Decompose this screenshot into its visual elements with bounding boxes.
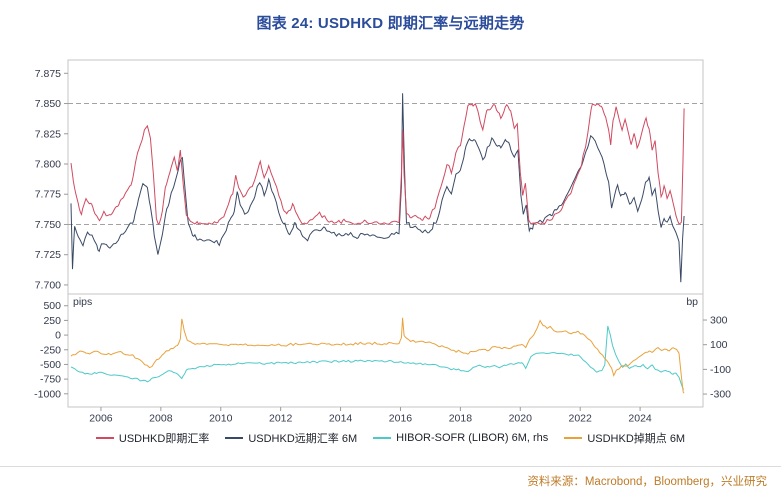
legend-item-swap-points: USDHKD掉期点 6M: [564, 430, 685, 446]
y-axis-tick-label: 300: [710, 315, 728, 327]
series-line-usdhkd-spot: [70, 103, 685, 226]
legend-line-icon: [225, 437, 244, 439]
chart-legend: USDHKD即期汇率 USDHKD远期汇率 6M HIBOR-SOFR (LIB…: [0, 430, 781, 446]
y-axis-tick-label: -100: [710, 364, 731, 376]
chart-canvas: 7.875 7.850 7.825 7.800 7.775 7.750 7.725 7.700…: [34, 59, 731, 425]
axis-unit-pips-label: pips: [73, 296, 92, 308]
y-axis-tick-label: -300: [710, 389, 731, 401]
y-axis-tick-label: -500: [40, 359, 61, 371]
y-axis-tick-label: 250: [43, 315, 61, 327]
legend-item-hibor-sofr-spread: HIBOR-SOFR (LIBOR) 6M, rhs: [373, 432, 548, 444]
y-axis-tick-label: 7.775: [35, 189, 61, 201]
series-line-usdhkd-forward-6m: [70, 93, 685, 283]
y-axis-tick-label: 7.800: [35, 159, 61, 171]
x-axis-tick-label: 2016: [389, 413, 413, 425]
chart-title: 图表 24: USDHKD 即期汇率与远期走势: [256, 15, 525, 32]
plot-frame-top: [67, 59, 704, 295]
y-axis-tick-label: -1000: [34, 388, 61, 400]
y-axis-tick-label: 7.875: [35, 68, 61, 80]
legend-label: USDHKD远期汇率 6M: [248, 433, 358, 445]
legend-line-icon: [373, 437, 392, 439]
x-axis-tick-label: 2020: [509, 413, 533, 425]
x-axis-tick-label: 2014: [329, 413, 353, 425]
legend-line-icon: [564, 437, 583, 439]
y-axis-tick-label: -250: [40, 344, 61, 356]
y-axis-tick-label: -750: [40, 374, 61, 386]
legend-label: USDHKD掉期点 6M: [587, 433, 686, 445]
source-note: 资料来源：Macrobond，Bloomberg，兴业研究: [527, 476, 767, 488]
x-axis-tick-label: 2024: [628, 413, 652, 425]
x-axis-tick-label: 2006: [89, 413, 113, 425]
y-axis-tick-label: 7.700: [35, 279, 61, 291]
y-axis-tick-label: 7.825: [35, 128, 61, 140]
legend-item-usdhkd-forward: USDHKD远期汇率 6M: [225, 430, 357, 446]
plot-frame-bottom: [67, 293, 704, 408]
series-line-hibor-sofr-spread-6m: [70, 325, 684, 390]
legend-line-icon: [95, 437, 114, 439]
y-axis-tick-label: 7.725: [35, 249, 61, 261]
y-axis-tick-label: 7.750: [35, 219, 61, 231]
x-axis-tick-label: 2012: [269, 413, 293, 425]
y-axis-tick-label: 0: [55, 330, 61, 342]
y-axis-tick-label: 500: [43, 300, 61, 312]
y-axis-tick-label: 100: [710, 339, 728, 351]
legend-item-usdhkd-spot: USDHKD即期汇率: [95, 430, 210, 446]
x-axis-tick-label: 2018: [449, 413, 473, 425]
footer-divider: [0, 466, 781, 467]
series-line-usdhkd-swap-points-6m: [70, 317, 685, 394]
x-axis-tick-label: 2022: [569, 413, 593, 425]
legend-label: HIBOR-SOFR (LIBOR) 6M, rhs: [396, 432, 549, 444]
axis-unit-bp-label: bp: [686, 296, 698, 308]
x-axis-tick-label: 2008: [149, 413, 173, 425]
x-axis-tick-label: 2010: [209, 413, 233, 425]
y-axis-tick-label: 7.850: [35, 98, 61, 110]
legend-label: USDHKD即期汇率: [118, 433, 210, 445]
